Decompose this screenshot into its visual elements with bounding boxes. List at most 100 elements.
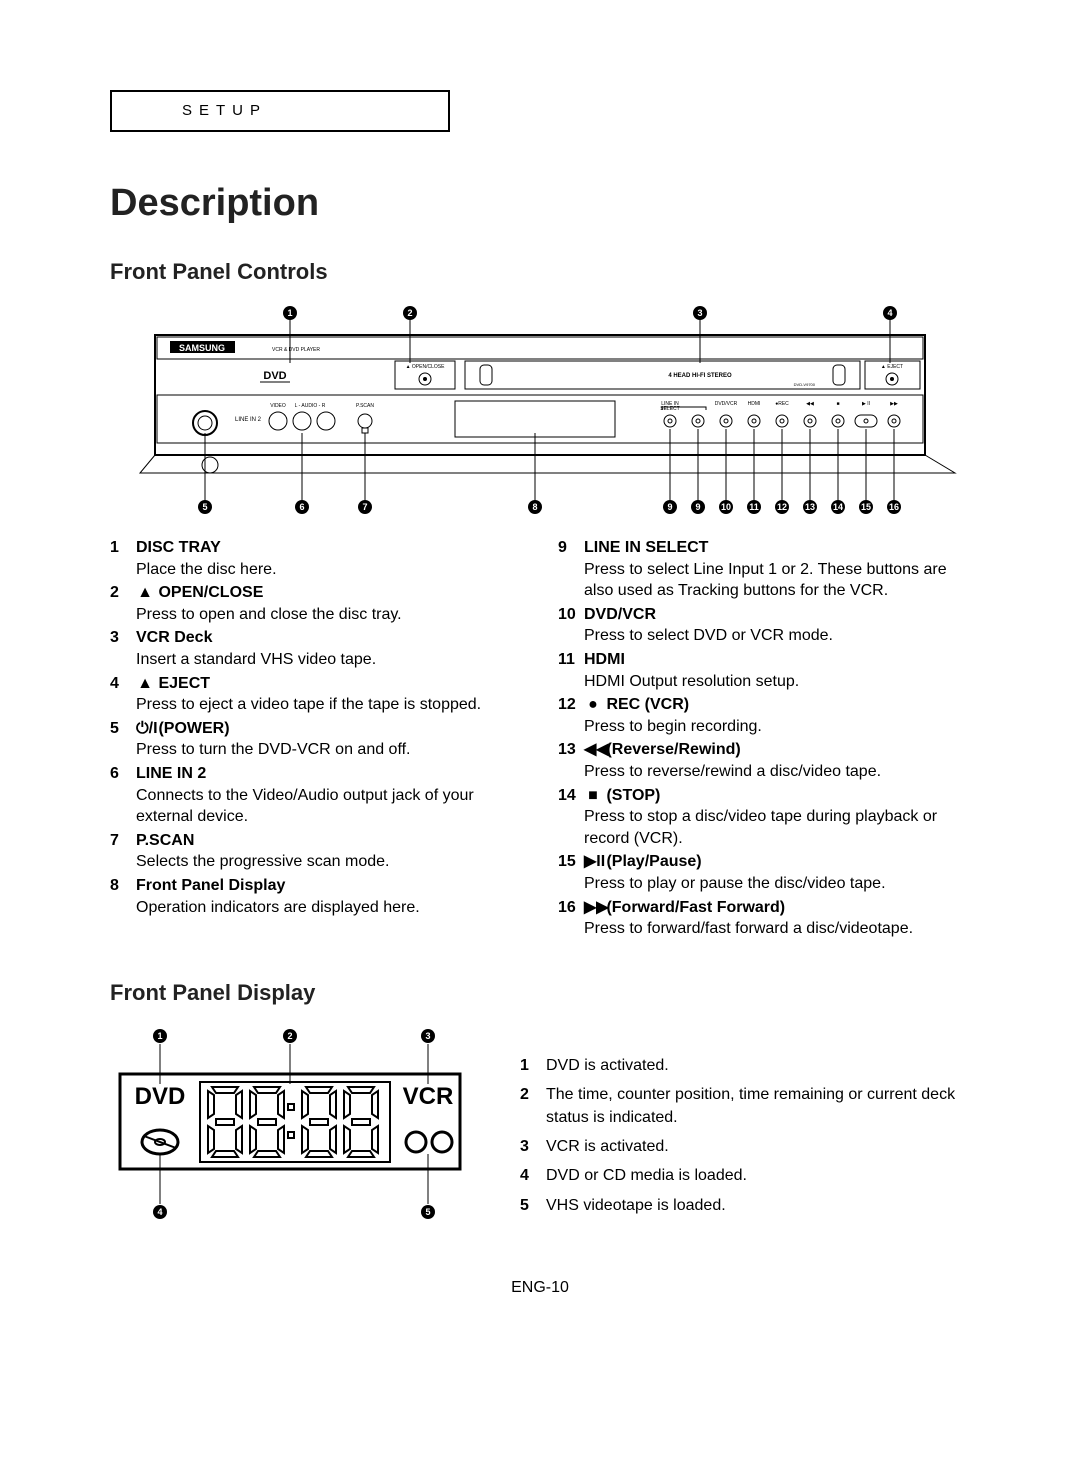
display-number: 5	[520, 1194, 546, 1217]
control-title: DISC TRAY	[136, 537, 522, 559]
control-number: 3	[110, 627, 136, 670]
control-item: 4▲ EJECTPress to eject a video tape if t…	[110, 673, 522, 716]
setup-badge: SETUP	[110, 90, 450, 132]
control-number: 4	[110, 673, 136, 716]
control-desc: Selects the progressive scan mode.	[136, 851, 522, 873]
setup-label: SETUP	[182, 102, 267, 119]
control-number: 15	[558, 851, 584, 894]
control-item: 12● REC (VCR)Press to begin recording.	[558, 694, 970, 737]
control-title: ▶II (Play/Pause)	[584, 851, 970, 873]
svg-text:◀◀: ◀◀	[806, 401, 814, 407]
symbol-icon: ◀◀	[584, 739, 602, 761]
control-item: 10DVD/VCRPress to select DVD or VCR mode…	[558, 604, 970, 647]
svg-text:L - AUDIO - R: L - AUDIO - R	[295, 403, 326, 409]
svg-text:HDMI: HDMI	[748, 401, 761, 407]
control-item: 8Front Panel DisplayOperation indicators…	[110, 875, 522, 918]
control-desc: Connects to the Video/Audio output jack …	[136, 785, 522, 828]
svg-text:4: 4	[157, 1207, 162, 1217]
control-item: 1DISC TRAYPlace the disc here.	[110, 537, 522, 580]
svg-text:VIDEO: VIDEO	[270, 403, 286, 409]
svg-text:1: 1	[157, 1031, 162, 1041]
display-desc: The time, counter position, time remaini…	[546, 1083, 970, 1129]
front-panel-svg: 1234 SAMSUNG VCR & DVD PLAYER DVD ▲ OPEN…	[110, 303, 970, 523]
svg-text:9: 9	[667, 502, 672, 512]
control-number: 6	[110, 763, 136, 828]
control-number: 2	[110, 582, 136, 625]
display-desc: VCR is activated.	[546, 1135, 970, 1158]
display-figure: 123 DVD VCR	[110, 1024, 470, 1229]
control-title: Front Panel Display	[136, 875, 522, 897]
svg-text:5: 5	[202, 502, 207, 512]
control-item: 16▶▶ (Forward/Fast Forward)Press to forw…	[558, 897, 970, 940]
section-controls-title: Front Panel Controls	[110, 259, 970, 285]
symbol-icon: ▶▶	[584, 897, 602, 919]
display-number: 1	[520, 1054, 546, 1077]
svg-text:DVD: DVD	[135, 1083, 186, 1110]
svg-text:P.SCAN: P.SCAN	[356, 403, 374, 409]
svg-text:▲ EJECT: ▲ EJECT	[881, 364, 903, 370]
control-desc: Insert a standard VHS video tape.	[136, 649, 522, 671]
svg-text:DVD: DVD	[263, 370, 286, 382]
control-number: 7	[110, 830, 136, 873]
control-item: 14■ (STOP)Press to stop a disc/video tap…	[558, 785, 970, 850]
display-svg: 123 DVD VCR	[110, 1024, 470, 1224]
control-desc: Press to turn the DVD-VCR on and off.	[136, 739, 522, 761]
svg-text:5: 5	[425, 1207, 430, 1217]
control-desc: Place the disc here.	[136, 559, 522, 581]
display-number: 4	[520, 1164, 546, 1187]
control-number: 9	[558, 537, 584, 602]
front-panel-figure: 1234 SAMSUNG VCR & DVD PLAYER DVD ▲ OPEN…	[110, 303, 970, 523]
control-desc: Press to reverse/rewind a disc/video tap…	[584, 761, 970, 783]
controls-columns: 1DISC TRAYPlace the disc here.2▲ OPEN/CL…	[110, 537, 970, 942]
control-item: 6LINE IN 2Connects to the Video/Audio ou…	[110, 763, 522, 828]
svg-text:3: 3	[425, 1031, 430, 1041]
controls-left-col: 1DISC TRAYPlace the disc here.2▲ OPEN/CL…	[110, 537, 522, 942]
control-number: 12	[558, 694, 584, 737]
control-item: 5⏻/I (POWER)Press to turn the DVD-VCR on…	[110, 718, 522, 761]
manual-page: SETUP Description Front Panel Controls 1…	[0, 0, 1080, 1357]
display-number: 3	[520, 1135, 546, 1158]
control-desc: Press to play or pause the disc/video ta…	[584, 873, 970, 895]
svg-text:▶ II: ▶ II	[862, 401, 870, 407]
symbol-icon: ■	[584, 785, 602, 807]
control-number: 11	[558, 649, 584, 692]
svg-text:13: 13	[805, 502, 815, 512]
display-item: 5VHS videotape is loaded.	[520, 1194, 970, 1217]
control-desc: Press to forward/fast forward a disc/vid…	[584, 918, 970, 940]
control-number: 5	[110, 718, 136, 761]
symbol-icon: ⏻/I	[136, 718, 154, 740]
symbol-icon: ▲	[136, 582, 154, 604]
svg-text:9: 9	[695, 502, 700, 512]
svg-text:▶▶: ▶▶	[890, 401, 898, 407]
control-desc: Press to begin recording.	[584, 716, 970, 738]
svg-text:14: 14	[833, 502, 843, 512]
svg-text:2: 2	[407, 308, 412, 318]
svg-text:3: 3	[697, 308, 702, 318]
control-item: 11HDMIHDMI Output resolution setup.	[558, 649, 970, 692]
control-item: 2▲ OPEN/CLOSEPress to open and close the…	[110, 582, 522, 625]
control-item: 15▶II (Play/Pause)Press to play or pause…	[558, 851, 970, 894]
section-display-title: Front Panel Display	[110, 980, 970, 1006]
control-title: ◀◀ (Reverse/Rewind)	[584, 739, 970, 761]
svg-text:SAMSUNG: SAMSUNG	[179, 343, 225, 353]
display-item: 2The time, counter position, time remain…	[520, 1083, 970, 1129]
control-item: 3VCR DeckInsert a standard VHS video tap…	[110, 627, 522, 670]
svg-text:8: 8	[532, 502, 537, 512]
control-desc: Press to select DVD or VCR mode.	[584, 625, 970, 647]
svg-text:10: 10	[721, 502, 731, 512]
control-desc: Operation indicators are displayed here.	[136, 897, 522, 919]
svg-text:▲ OPEN/CLOSE: ▲ OPEN/CLOSE	[406, 364, 446, 370]
page-number: ENG-10	[110, 1279, 970, 1297]
display-number: 2	[520, 1083, 546, 1129]
control-title: HDMI	[584, 649, 970, 671]
svg-text:LINE IN 2: LINE IN 2	[235, 417, 262, 423]
display-item: 1DVD is activated.	[520, 1054, 970, 1077]
svg-text:4: 4	[887, 308, 892, 318]
svg-text:6: 6	[299, 502, 304, 512]
symbol-icon: ▲	[136, 673, 154, 695]
control-item: 13◀◀ (Reverse/Rewind)Press to reverse/re…	[558, 739, 970, 782]
control-title: ■ (STOP)	[584, 785, 970, 807]
display-item: 4DVD or CD media is loaded.	[520, 1164, 970, 1187]
control-desc: HDMI Output resolution setup.	[584, 671, 970, 693]
control-number: 8	[110, 875, 136, 918]
